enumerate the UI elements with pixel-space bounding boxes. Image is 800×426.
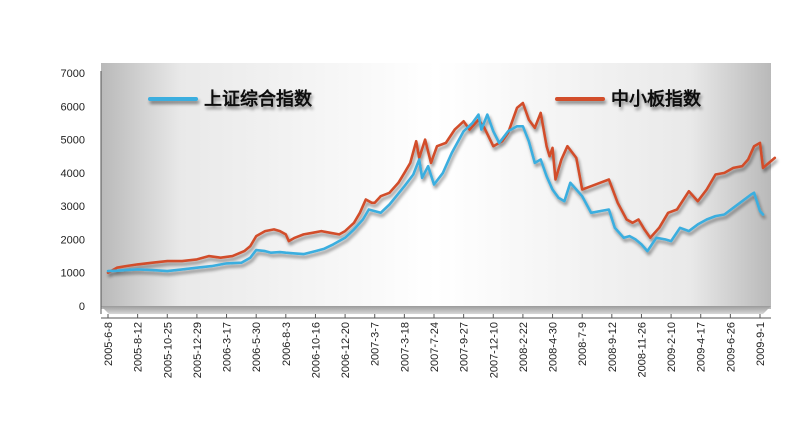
series-layer	[106, 101, 777, 275]
x-tick-label: 2007-12-10	[488, 322, 500, 378]
y-tick-label: 4000	[61, 168, 85, 180]
x-tick-label: 2007-9-27	[459, 322, 471, 372]
x-axis: 2005-6-8 2005-8-12 2005-10-25 2005-12-29 200…	[101, 314, 771, 378]
y-tick-label: 0	[79, 301, 85, 313]
x-tick-label: 2009-6-26	[725, 322, 737, 372]
x-tick-label: 2007-3-18	[399, 322, 411, 372]
x-tick-label: 2008-4-30	[548, 322, 560, 372]
legend-item-shanghai: 上证综合指数	[148, 88, 313, 110]
legend: 上证综合指数 中小板指数	[148, 88, 702, 110]
plot-floor	[101, 306, 771, 314]
x-tick-label: 2006-12-20	[340, 322, 352, 378]
x-tick-label: 2005-12-29	[192, 322, 204, 378]
x-tick-label: 2006-8-3	[281, 322, 293, 366]
y-tick-label: 1000	[61, 268, 85, 280]
x-tick-label: 2009-4-17	[696, 322, 708, 372]
y-axis: 0 1000 2000 3000 4000 5000 6000 7000	[61, 68, 102, 314]
series-line-1	[106, 101, 777, 275]
y-tick-label: 6000	[61, 101, 85, 113]
y-tick-label: 3000	[61, 201, 85, 213]
legend-label-shanghai: 上证综合指数	[204, 88, 313, 110]
x-tick-label: 2007-7-24	[429, 322, 441, 372]
x-tick-label: 2006-3-17	[222, 322, 234, 372]
x-tick-label: 2007-3-7	[370, 322, 382, 366]
legend-item-sme: 中小板指数	[555, 88, 702, 110]
plot-background	[101, 63, 771, 309]
y-tick-label: 5000	[61, 135, 85, 147]
x-tick-label: 2005-6-8	[103, 322, 115, 366]
y-tick-label: 7000	[61, 68, 85, 80]
x-tick-label: 2005-8-12	[133, 322, 145, 372]
x-tick-label: 2009-2-10	[666, 322, 678, 372]
series-line-0	[106, 113, 765, 273]
y-tick-label: 2000	[61, 234, 85, 246]
legend-label-sme: 中小板指数	[611, 88, 702, 110]
x-tick-label: 2008-9-12	[607, 322, 619, 372]
x-tick-label: 2006-5-30	[251, 322, 263, 372]
x-tick-label: 2006-10-16	[310, 322, 322, 378]
x-tick-label: 2008-2-22	[518, 322, 530, 372]
x-tick-label: 2005-10-25	[162, 322, 174, 378]
x-tick-label: 2008-11-26	[636, 322, 648, 377]
x-tick-label: 2009-9-1	[755, 322, 767, 366]
x-tick-label: 2008-7-9	[577, 322, 589, 366]
